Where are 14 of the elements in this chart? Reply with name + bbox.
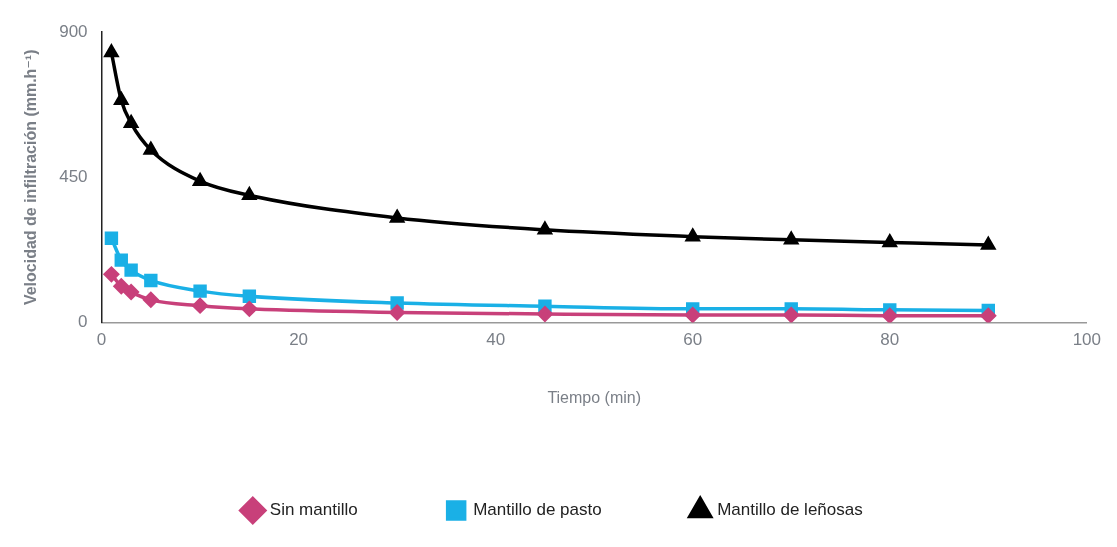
x-tick-label: 100 <box>1072 330 1102 350</box>
x-axis-title: Tiempo (min) <box>547 388 642 406</box>
y-tick-label: 0 <box>78 312 88 332</box>
x-tick-label: 0 <box>96 330 107 350</box>
y-tick-label: 450 <box>59 166 88 186</box>
x-tick-label: 80 <box>880 330 900 350</box>
y-axis-title: Velocidad de infiltración (mm.h⁻¹) <box>22 49 40 306</box>
y-tick-label: 900 <box>59 21 88 41</box>
x-tick-label: 60 <box>683 330 703 350</box>
legend-label: Mantillo de pasto <box>473 500 602 520</box>
x-tick-label: 20 <box>289 330 309 350</box>
legend-label: Mantillo de leñosas <box>717 500 863 520</box>
legend-label: Sin mantillo <box>269 500 358 520</box>
x-tick-label: 40 <box>486 330 506 350</box>
